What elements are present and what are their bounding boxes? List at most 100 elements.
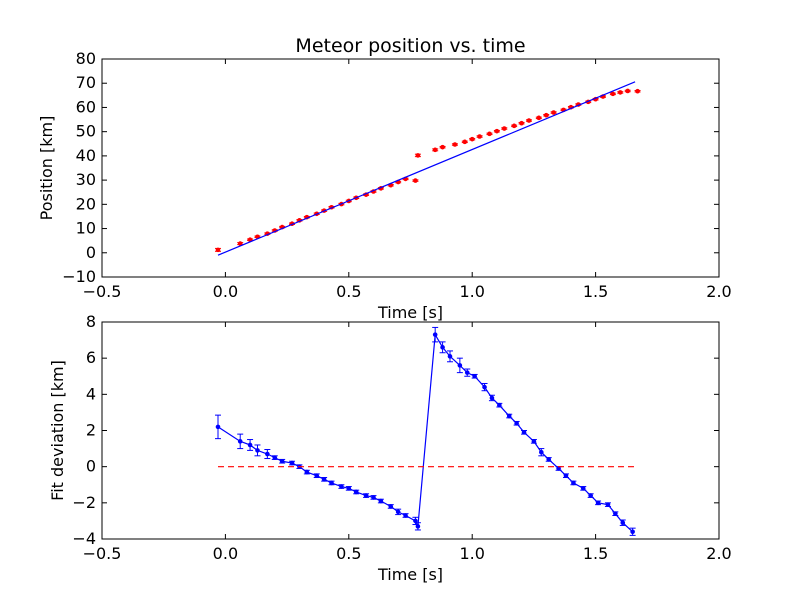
fit-line [217,81,636,256]
y-axis-label: Fit deviation [km] [48,360,67,501]
y-tick-label: 6 [86,348,96,367]
data-point [497,402,502,408]
y-tick-label: 20 [76,194,96,213]
data-point [635,88,640,94]
data-point [620,520,626,526]
data-point [265,451,270,457]
y-tick-label: −4 [72,529,96,548]
data-point [289,460,295,466]
y-tick-label: 4 [86,384,96,403]
data-point [487,131,492,137]
data-point [595,500,601,506]
data-point [353,489,359,495]
data-point [388,504,394,509]
data-point [237,439,243,444]
x-axis-label: Time [s] [377,565,443,584]
data-point [563,473,569,479]
data-point [339,484,344,489]
data-point [371,495,376,500]
deviation-panel: −0.5 0.0 0.5 1.0 1.5 2.0 −4 −2 0 2 4 6 8 Time [s] Fit … [48,312,732,584]
data-point [551,110,556,115]
y-tick-label: 40 [76,146,96,165]
data-point [511,123,517,129]
x-axis-label: Time [s] [377,303,443,322]
data-point [519,120,524,126]
x-tick-label: 0.0 [213,544,238,563]
data-point [432,332,438,337]
data-point [630,529,635,535]
y-tick-label: 60 [76,97,96,116]
data-point [440,345,445,350]
data-point [432,147,438,153]
y-tick-label: 2 [86,421,96,440]
data-point [215,247,221,253]
data-point [452,142,458,147]
data-point [556,466,561,471]
data-point [329,480,334,486]
data-point [514,420,519,426]
data-point [477,134,482,139]
y-tick-label: 80 [76,49,96,68]
y-tick-label: 70 [76,73,96,92]
y-tick-label: 50 [76,122,96,141]
data-point [531,439,537,444]
y-tick-label: 0 [86,243,96,262]
x-tick-label: 1.5 [583,544,608,563]
data-point [617,90,623,95]
x-tick-label: 0.5 [336,282,361,301]
data-point [610,91,616,97]
x-tick-label: 0.5 [336,544,361,563]
data-point [440,144,445,150]
data-point [403,513,408,518]
x-tick-label: −0.5 [83,544,122,563]
y-tick-label: 0 [86,457,96,476]
data-point [413,518,418,524]
position-panel: −0.5 0.0 0.5 1.0 1.5 2.0 −10 0 10 20 30 40 50 60 70 80 T… [37,35,732,322]
data-point [489,395,495,401]
data-point [215,424,221,430]
data-point [415,153,421,158]
data-point [363,493,369,498]
data-point [539,449,544,455]
y-axis-label: Position [km] [37,116,56,221]
data-point [605,502,611,507]
data-point [469,136,475,142]
data-point [482,384,487,390]
data-point [472,373,477,379]
data-point [272,455,278,460]
x-tick-label: 1.0 [459,544,484,563]
x-tick-label: 1.0 [459,282,484,301]
x-tick-label: 2.0 [706,544,731,563]
data-point [464,370,470,375]
data-point [247,442,253,448]
data-point [521,430,527,435]
data-point [255,448,260,453]
x-tick-label: 0.0 [213,282,238,301]
data-point [580,486,586,491]
data-point [536,115,542,121]
plot-frame [101,321,720,540]
data-point [543,112,549,118]
data-point [571,480,576,486]
data-point [413,178,418,183]
data-point [279,458,285,464]
data-point [506,413,512,419]
data-point [395,509,401,515]
x-tick-label: 1.5 [583,282,608,301]
data-point [415,524,421,529]
data-point [613,511,618,516]
data-point [588,493,593,498]
data-point [447,354,453,359]
data-point [526,118,532,123]
data-point [494,128,500,134]
y-tick-label: 30 [76,170,96,189]
data-point [378,498,384,504]
y-tick-label: −2 [72,493,96,512]
plot-frame [101,58,720,278]
data-point [346,486,352,491]
data-point [314,473,320,479]
data-point [457,363,463,368]
y-tick-label: 8 [86,312,96,331]
data-point [501,126,507,131]
